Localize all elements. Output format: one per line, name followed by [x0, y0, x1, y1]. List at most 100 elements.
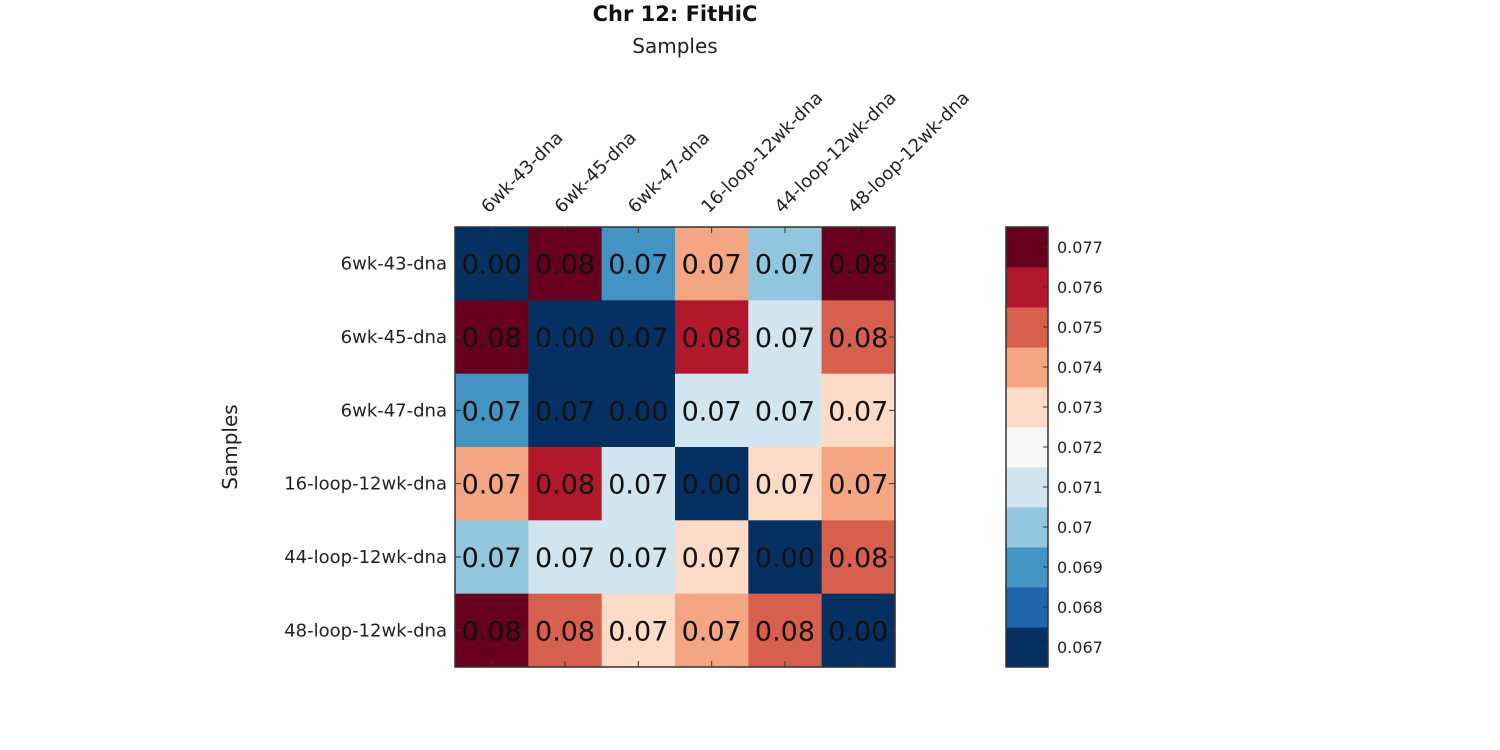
cell-value-label: 0.07: [755, 396, 815, 427]
heatmap-cell: [601, 373, 676, 448]
heatmap-cell: [455, 520, 529, 595]
heatmap-cell: [455, 373, 529, 448]
heatmap-cell: [601, 446, 676, 521]
y-tick-label: 6wk-43-dna: [341, 254, 447, 275]
cell-value-label: 0.07: [682, 616, 742, 647]
x-tick-label: 48-loop-12wk-dna: [844, 88, 974, 218]
cell-value-label: 0.08: [535, 250, 595, 281]
colorbar-tick-label: 0.076: [1057, 278, 1103, 297]
heatmap-cell: [601, 520, 676, 595]
heatmap-cell: [455, 227, 529, 301]
colorbar-segment: [1006, 467, 1048, 508]
heatmap-cell: [528, 373, 603, 448]
cell-value-label: 0.07: [608, 616, 668, 647]
colorbar-tick-label: 0.073: [1057, 398, 1103, 417]
cell-value-label: 0.08: [535, 616, 595, 647]
heatmap-cell: [674, 227, 749, 301]
cell-value-label: 0.07: [608, 470, 668, 501]
cell-value-label: 0.00: [462, 250, 522, 281]
heatmap-cell: [674, 373, 749, 448]
cell-value-label: 0.07: [608, 543, 668, 574]
cell-value-label: 0.00: [828, 616, 888, 647]
y-tick-label: 44-loop-12wk-dna: [284, 547, 447, 568]
colorbar-segment: [1006, 547, 1048, 588]
chart-title: Chr 12: FitHiC: [593, 2, 758, 26]
colorbar-tick-label: 0.067: [1057, 638, 1103, 657]
y-tick-label: 48-loop-12wk-dna: [284, 620, 447, 641]
cell-value-label: 0.07: [682, 543, 742, 574]
colorbar-segment: [1006, 427, 1048, 468]
heatmap-cell: [821, 227, 896, 301]
heatmap-cell: [674, 593, 749, 668]
heatmap-frame: [454, 226, 896, 668]
heatmap-cell: [601, 300, 676, 375]
heatmap-cell: [455, 593, 529, 668]
y-tick-label: 16-loop-12wk-dna: [284, 474, 447, 495]
heatmap-cell: [601, 227, 676, 301]
colorbar-segment: [1006, 387, 1048, 428]
cell-value-label: 0.07: [755, 470, 815, 501]
cell-value-label: 0.07: [828, 470, 888, 501]
heatmap-cell: [455, 300, 529, 375]
heatmap-cell: [821, 446, 896, 521]
cell-value-label: 0.08: [755, 616, 815, 647]
cell-value-label: 0.07: [828, 396, 888, 427]
heatmap-cell: [674, 446, 749, 521]
heatmap-cell: [748, 227, 823, 301]
heatmap-cell: [455, 446, 529, 521]
cell-value-label: 0.07: [682, 396, 742, 427]
cell-value-label: 0.07: [462, 396, 522, 427]
colorbar-tick-label: 0.074: [1057, 358, 1103, 377]
y-tick-label: 6wk-47-dna: [341, 400, 447, 421]
y-axis-ticks: 6wk-43-dna 6wk-45-dna 6wk-47-dna 16-loop-12…: [284, 254, 895, 641]
x-axis-label: Samples: [632, 34, 717, 58]
cell-value-label: 0.08: [535, 470, 595, 501]
cell-value-label: 0.08: [682, 323, 742, 354]
heatmap-cell-labels: 0.00 0.08 0.07 0.07 0.07 0.08 0.08 0.00 0.07 0.08…: [462, 250, 889, 648]
cell-value-label: 0.07: [535, 396, 595, 427]
colorbar-tick-label: 0.072: [1057, 438, 1103, 457]
heatmap-cell: [748, 300, 823, 375]
colorbar-tick-label: 0.071: [1057, 478, 1103, 497]
colorbar-segment: [1006, 627, 1048, 668]
colorbar-tick-label: 0.068: [1057, 598, 1103, 617]
cell-value-label: 0.00: [755, 543, 815, 574]
cell-value-label: 0.07: [755, 323, 815, 354]
heatmap-cell: [601, 593, 676, 668]
cell-value-label: 0.00: [535, 323, 595, 354]
heatmap-cell: [748, 520, 823, 595]
cell-value-label: 0.07: [462, 470, 522, 501]
cell-value-label: 0.00: [682, 470, 742, 501]
heatmap-cell: [748, 593, 823, 668]
cell-value-label: 0.07: [755, 250, 815, 281]
colorbar-segment: [1006, 267, 1048, 308]
heatmap-cell: [748, 373, 823, 448]
heatmap-cell: [821, 520, 896, 595]
cell-value-label: 0.08: [462, 616, 522, 647]
heatmap-cell: [748, 446, 823, 521]
colorbar-segment: [1006, 587, 1048, 628]
y-tick-label: 6wk-45-dna: [341, 327, 447, 348]
colorbar-segment: [1006, 507, 1048, 548]
x-tick-label: 44-loop-12wk-dna: [771, 88, 901, 218]
heatmap-cell: [528, 300, 603, 375]
colorbar-tick-label: 0.075: [1057, 318, 1103, 337]
heatmap-cell: [528, 446, 603, 521]
cell-value-label: 0.08: [828, 323, 888, 354]
cell-value-label: 0.08: [828, 543, 888, 574]
heatmap-cell: [528, 227, 603, 301]
heatmap-cell: [674, 520, 749, 595]
heatmap-cell: [528, 520, 603, 595]
heatmap-cell: [821, 593, 896, 668]
colorbar-tick-label: 0.07: [1057, 518, 1093, 537]
cell-value-label: 0.07: [682, 250, 742, 281]
colorbar-tick-label: 0.069: [1057, 558, 1103, 577]
colorbar-tick-label: 0.077: [1057, 238, 1103, 257]
colorbar: 0.067 0.068 0.069 0.07 0.071 0.072 0.073 0.074 0…: [1005, 226, 1103, 668]
heatmap-cell: [821, 300, 896, 375]
cell-value-label: 0.08: [462, 323, 522, 354]
colorbar-segment: [1006, 227, 1048, 268]
y-axis-label: Samples: [218, 404, 242, 489]
